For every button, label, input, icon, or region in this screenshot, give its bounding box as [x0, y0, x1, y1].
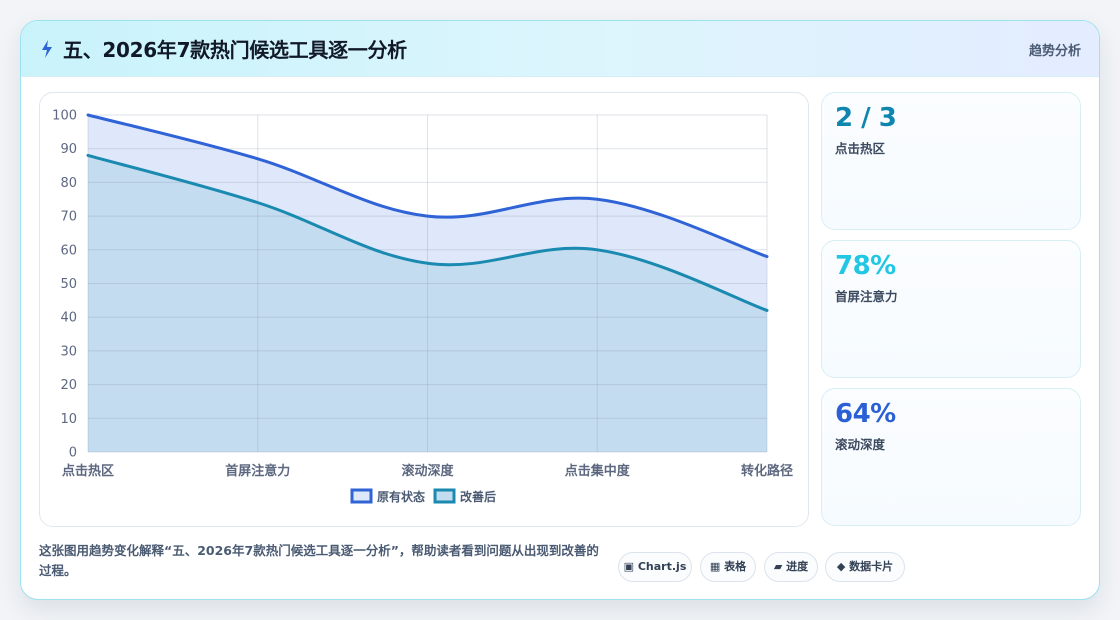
stat-label: 滚动深度: [835, 437, 886, 452]
x-tick-label: 转化路径: [741, 463, 793, 479]
x-tick-label: 点击集中度: [565, 463, 631, 479]
y-tick-label: 100: [52, 109, 77, 124]
chip-label: 进度: [786, 560, 809, 573]
y-tick-label: 20: [60, 378, 77, 393]
chip-data-card[interactable]: ◆ 数据卡片: [825, 552, 905, 582]
stat-card-click-hotspot: 2 / 3 点击热区: [821, 92, 1081, 230]
progress-icon: ▰: [773, 560, 783, 573]
y-tick-label: 10: [60, 412, 77, 427]
section-tag: 趋势分析: [1028, 44, 1081, 59]
y-tick-label: 60: [60, 243, 77, 258]
stat-value: 64%: [835, 399, 896, 429]
table-icon: ▦: [709, 560, 721, 573]
y-tick-label: 30: [60, 344, 77, 359]
stat-label: 点击热区: [835, 141, 886, 156]
card-header: 五、2026年7款热门候选工具逐一分析 趋势分析: [21, 21, 1099, 77]
y-tick-label: 70: [60, 210, 77, 225]
diamond-icon: ◆: [836, 560, 846, 573]
y-tick-label: 80: [60, 176, 77, 191]
page-title: 五、2026年7款热门候选工具逐一分析: [63, 38, 407, 62]
chip-label: 表格: [724, 560, 747, 573]
chip-label: Chart.js: [637, 560, 687, 573]
x-tick-label: 点击热区: [62, 463, 114, 479]
stat-value: 2 / 3: [835, 103, 897, 133]
chip-table[interactable]: ▦ 表格: [700, 552, 756, 582]
legend-swatch-1: [433, 488, 456, 504]
legend-label-0: 原有状态: [377, 489, 425, 504]
area-chart: 0 10 20 30 40 50 60 70 80 90 100 点击热区 首屏注意力 滚动深度 点击集中度…: [52, 109, 793, 505]
stat-label: 首屏注意力: [835, 289, 898, 304]
x-tick-label: 滚动深度: [401, 463, 454, 479]
legend-label-1: 改善后: [460, 489, 496, 504]
chart-panel: 0 10 20 30 40 50 60 70 80 90 100 点击热区 首屏注意力 滚动深度 点击集中度…: [39, 92, 809, 527]
legend-swatch-0: [350, 488, 373, 504]
bolt-icon: [42, 40, 52, 58]
square-icon: ▣: [623, 560, 635, 573]
stat-value: 78%: [835, 251, 896, 281]
stat-card-first-screen: 78% 首屏注意力: [821, 240, 1081, 378]
series-line-0: [86, 113, 769, 259]
x-tick-label: 首屏注意力: [225, 463, 290, 479]
y-tick-label: 90: [60, 142, 77, 157]
series-line-1: [86, 153, 769, 312]
series-area-1: [88, 155, 767, 452]
chip-progress[interactable]: ▰ 进度: [764, 552, 818, 582]
y-tick-label: 50: [60, 277, 77, 292]
y-tick-label: 40: [60, 311, 77, 326]
y-tick-label: 0: [69, 446, 77, 461]
stat-card-scroll-depth: 64% 滚动深度: [821, 388, 1081, 526]
chart-caption: 这张图用趋势变化解释“五、2026年7款热门候选工具逐一分析”，帮助读者看到问题…: [39, 543, 599, 578]
chip-chartjs[interactable]: ▣ Chart.js: [618, 552, 692, 582]
analysis-card: 五、2026年7款热门候选工具逐一分析 趋势分析 0 10 20 30 40 50 60 70…: [20, 20, 1100, 600]
chip-label: 数据卡片: [849, 560, 894, 573]
